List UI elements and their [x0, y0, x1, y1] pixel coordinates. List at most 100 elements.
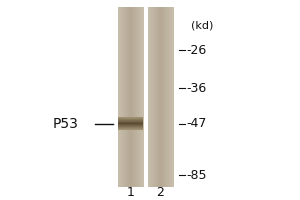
Bar	[125, 7, 126, 187]
Text: P53: P53	[53, 117, 79, 131]
Bar	[118, 122, 143, 123]
Bar	[128, 7, 129, 187]
Bar	[131, 7, 132, 187]
Bar	[143, 7, 144, 187]
Bar	[159, 7, 160, 187]
Bar	[168, 7, 169, 187]
Bar	[118, 128, 143, 129]
Bar	[137, 7, 138, 187]
Bar	[124, 7, 125, 187]
Bar	[135, 7, 136, 187]
Bar	[155, 7, 156, 187]
Bar	[138, 7, 139, 187]
Bar	[140, 7, 141, 187]
Text: -26: -26	[186, 44, 206, 57]
Bar	[135, 7, 136, 187]
Bar	[171, 7, 172, 187]
Bar	[118, 119, 143, 120]
Bar	[118, 118, 143, 119]
Bar	[172, 7, 173, 187]
Bar	[148, 7, 149, 187]
Bar	[118, 126, 143, 127]
Bar	[152, 7, 153, 187]
Text: (kd): (kd)	[190, 21, 213, 31]
Bar	[157, 7, 158, 187]
Bar	[137, 7, 138, 187]
Bar	[148, 7, 149, 187]
Bar	[128, 7, 129, 187]
Bar	[118, 118, 143, 119]
Bar	[138, 7, 139, 187]
Bar	[169, 7, 170, 187]
Bar	[128, 7, 129, 187]
Bar	[154, 7, 155, 187]
Bar	[170, 7, 171, 187]
Bar	[152, 7, 153, 187]
Bar	[133, 7, 134, 187]
Bar	[127, 7, 128, 187]
Bar	[129, 7, 130, 187]
Bar	[134, 7, 135, 187]
Bar	[151, 7, 152, 187]
Bar	[136, 7, 137, 187]
Bar	[118, 126, 143, 127]
Bar	[118, 123, 143, 124]
Bar	[164, 7, 165, 187]
Bar	[158, 7, 159, 187]
Bar	[155, 7, 156, 187]
Bar	[118, 125, 143, 126]
Bar	[118, 124, 143, 125]
Bar	[164, 7, 165, 187]
Bar	[162, 7, 163, 187]
Bar	[129, 7, 130, 187]
Bar	[132, 7, 133, 187]
Bar	[139, 7, 140, 187]
Bar	[132, 7, 133, 187]
Bar	[173, 7, 174, 187]
Bar	[118, 127, 143, 128]
Bar	[118, 7, 119, 187]
Bar	[169, 7, 170, 187]
Bar	[125, 7, 126, 187]
Bar	[163, 7, 164, 187]
Bar	[152, 7, 153, 187]
Bar	[149, 7, 151, 187]
Text: 1: 1	[127, 186, 134, 199]
Text: -36: -36	[186, 82, 206, 95]
Bar	[121, 7, 122, 187]
Bar	[118, 121, 143, 122]
Bar	[149, 7, 150, 187]
Bar	[158, 7, 159, 187]
Bar	[168, 7, 169, 187]
Bar	[167, 7, 168, 187]
Bar	[123, 7, 124, 187]
Bar	[157, 7, 158, 187]
Bar	[122, 7, 124, 187]
Bar	[142, 7, 143, 187]
Bar	[118, 129, 143, 130]
Bar	[154, 7, 156, 187]
Bar	[142, 7, 143, 187]
Bar	[130, 7, 131, 187]
Bar	[118, 128, 143, 129]
Bar	[141, 7, 142, 187]
Bar	[124, 7, 125, 187]
Text: -47: -47	[186, 117, 206, 130]
Bar	[171, 7, 172, 187]
Bar	[118, 7, 119, 187]
Bar	[160, 7, 161, 187]
Bar	[118, 127, 143, 128]
Bar	[120, 7, 121, 187]
Bar	[165, 7, 166, 187]
Bar	[140, 7, 141, 187]
Bar	[118, 118, 143, 119]
Bar	[124, 7, 126, 187]
Bar	[130, 7, 131, 187]
Bar	[166, 7, 167, 187]
Bar	[148, 7, 150, 187]
Bar	[161, 7, 162, 187]
Bar	[169, 7, 170, 187]
Bar	[170, 7, 171, 187]
Bar	[160, 7, 161, 187]
Bar	[119, 7, 120, 187]
